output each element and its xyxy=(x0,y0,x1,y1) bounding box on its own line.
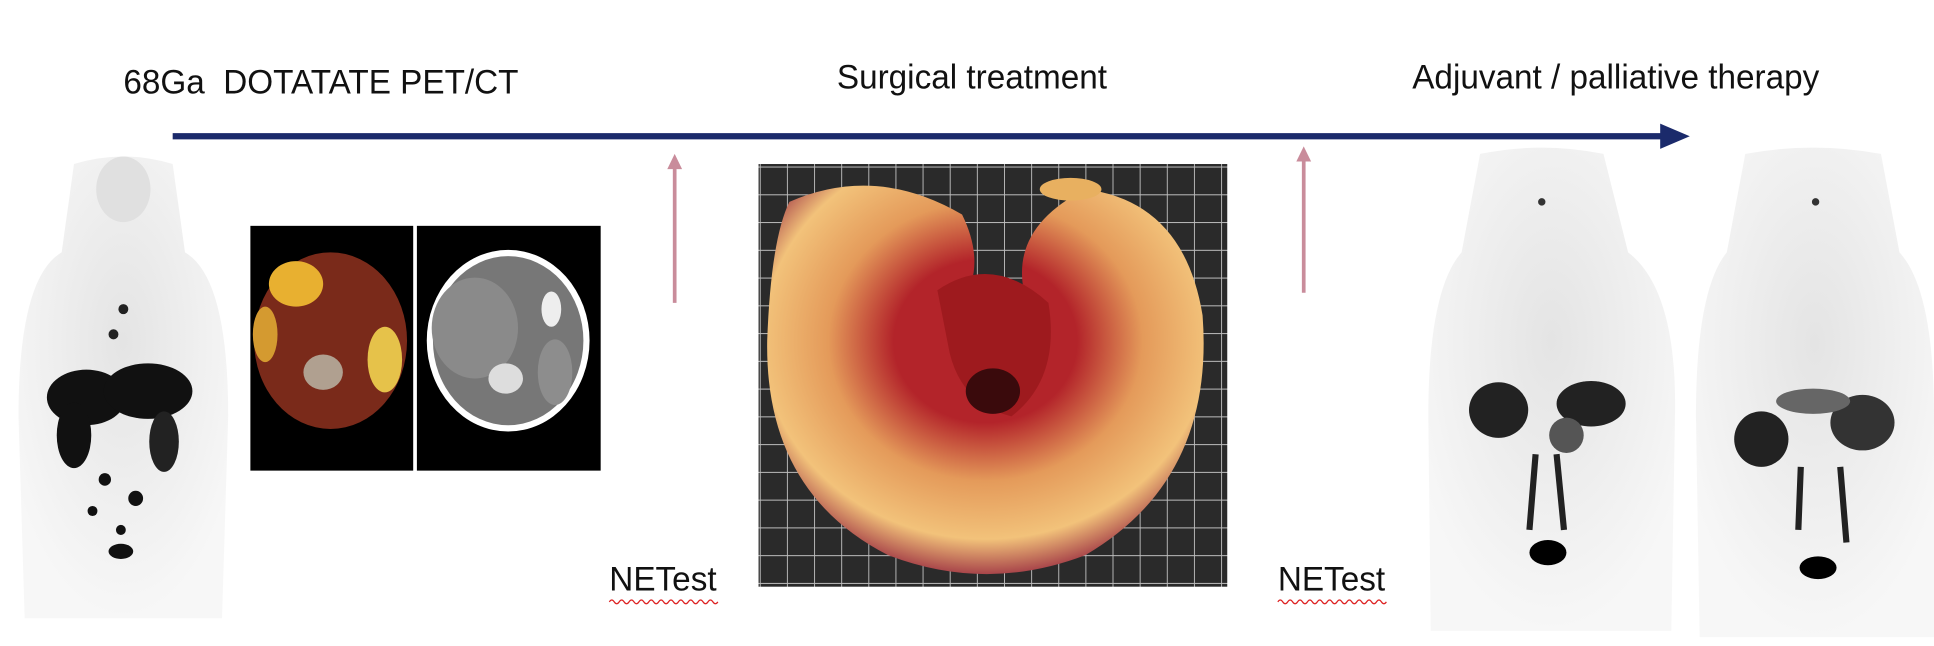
spellcheck-underline xyxy=(608,599,719,605)
pet-image xyxy=(18,156,229,619)
step-label: 68Ga DOTATATE PET/CT xyxy=(123,64,518,101)
step-label: Adjuvant / palliative therapy xyxy=(1412,59,1819,96)
timeline-arrow xyxy=(172,123,1690,149)
step-label: Surgical treatment xyxy=(837,59,1108,96)
specimen-photo xyxy=(758,164,1228,587)
ct-fused-image xyxy=(250,225,414,471)
marker-label: NETest xyxy=(1278,561,1386,598)
marker-arrow xyxy=(667,146,1312,303)
pet-image xyxy=(1695,147,1934,638)
marker-label: NETest xyxy=(609,561,717,598)
pet-image xyxy=(1428,147,1676,631)
ct-image xyxy=(416,225,601,471)
spellcheck-underline xyxy=(1277,599,1387,605)
